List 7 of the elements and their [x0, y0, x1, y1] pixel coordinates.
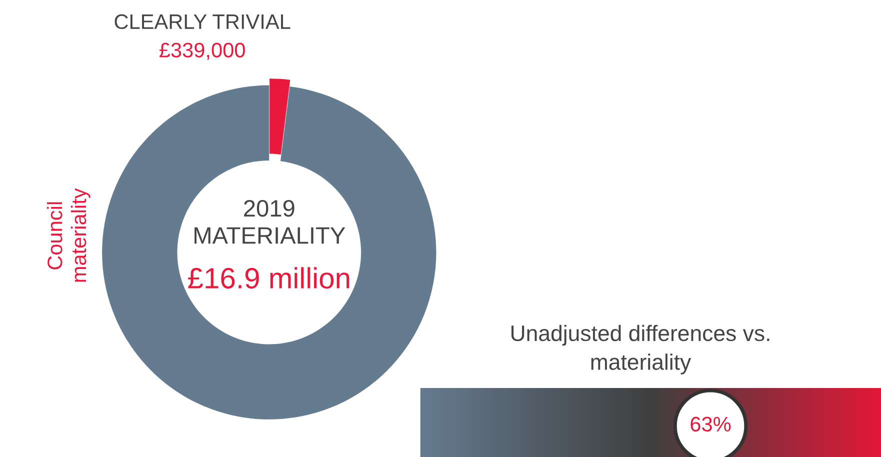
text: 63% — [690, 416, 731, 432]
text: Unadjusted differences vs. materiality — [511, 324, 770, 374]
text: 2019 MATERIALITY — [194, 200, 346, 244]
slice-label: CLEARLY TRIVIAL — [114, 14, 290, 30]
slice-label: Council materiality — [46, 188, 90, 282]
data-label: £339,000 — [159, 42, 245, 60]
data-label: £16.9 million — [188, 267, 350, 289]
